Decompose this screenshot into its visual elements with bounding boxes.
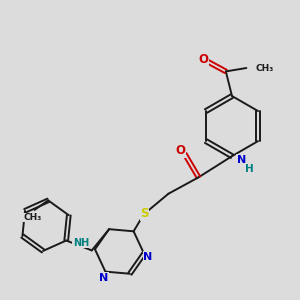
Text: N: N [143,252,153,262]
Text: CH₃: CH₃ [256,64,274,73]
Text: O: O [176,144,186,157]
Text: S: S [140,207,149,220]
Text: N: N [237,154,246,165]
Text: N: N [99,273,108,283]
Text: O: O [198,53,208,66]
Text: H: H [245,164,254,174]
Text: CH₃: CH₃ [24,213,42,222]
Text: NH: NH [73,238,89,248]
